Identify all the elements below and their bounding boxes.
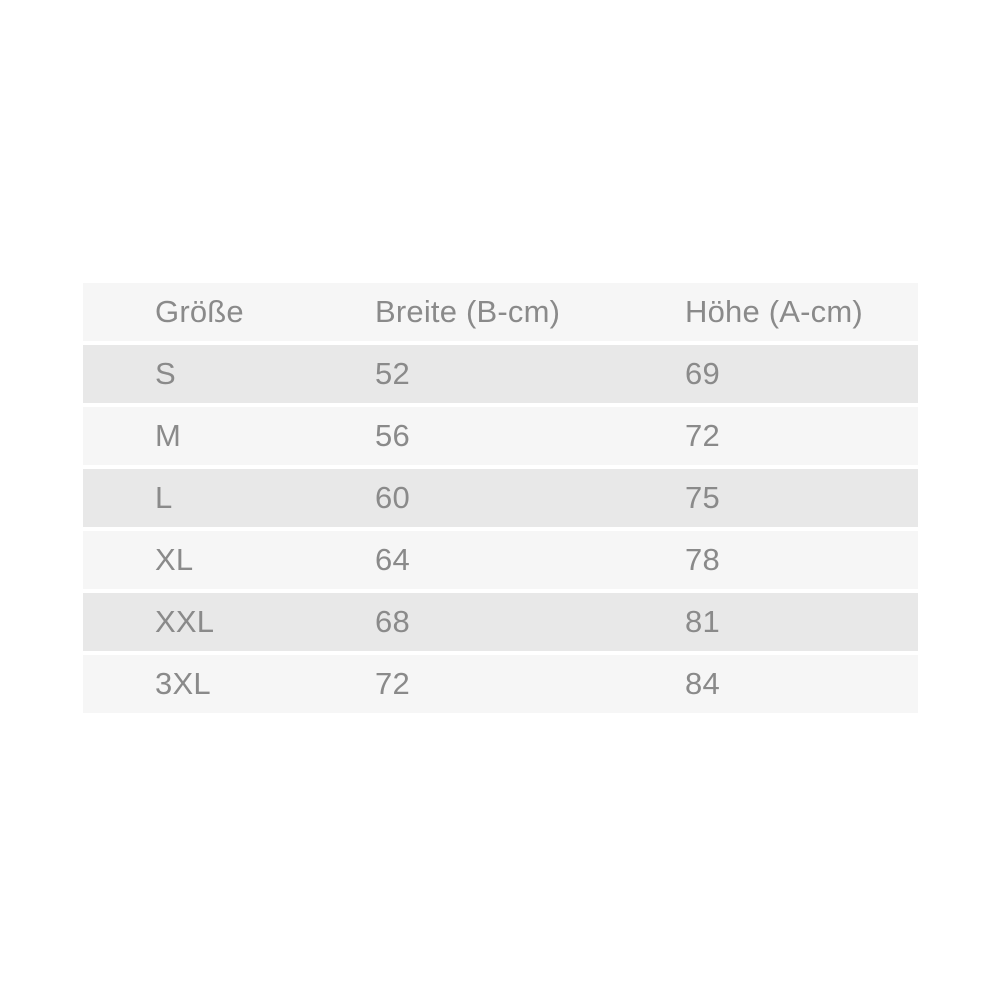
size-table: Größe Breite (B-cm) Höhe (A-cm) S 52 69 M 56… [83, 283, 918, 713]
width-cell: 72 [375, 666, 410, 701]
width-cell: 56 [375, 418, 410, 453]
column-header-size: Größe [155, 294, 244, 329]
width-cell: 68 [375, 604, 410, 639]
size-cell: XXL [155, 604, 215, 639]
size-cell: S [155, 356, 176, 391]
table-header-row: Größe Breite (B-cm) Höhe (A-cm) [83, 283, 918, 341]
height-cell: 78 [685, 542, 720, 577]
table-row: XXL 68 81 [83, 593, 918, 651]
height-cell: 75 [685, 480, 720, 515]
table-row: 3XL 72 84 [83, 655, 918, 713]
column-header-height: Höhe (A-cm) [685, 294, 863, 329]
size-cell: M [155, 418, 182, 453]
table-row: S 52 69 [83, 345, 918, 403]
height-cell: 72 [685, 418, 720, 453]
table-row: L 60 75 [83, 469, 918, 527]
height-cell: 84 [685, 666, 720, 701]
size-cell: L [155, 480, 173, 515]
table-row: XL 64 78 [83, 531, 918, 589]
table-row: M 56 72 [83, 407, 918, 465]
height-cell: 69 [685, 356, 720, 391]
width-cell: 64 [375, 542, 410, 577]
column-header-width: Breite (B-cm) [375, 294, 561, 329]
height-cell: 81 [685, 604, 720, 639]
size-cell: 3XL [155, 666, 211, 701]
width-cell: 60 [375, 480, 410, 515]
width-cell: 52 [375, 356, 410, 391]
size-cell: XL [155, 542, 194, 577]
